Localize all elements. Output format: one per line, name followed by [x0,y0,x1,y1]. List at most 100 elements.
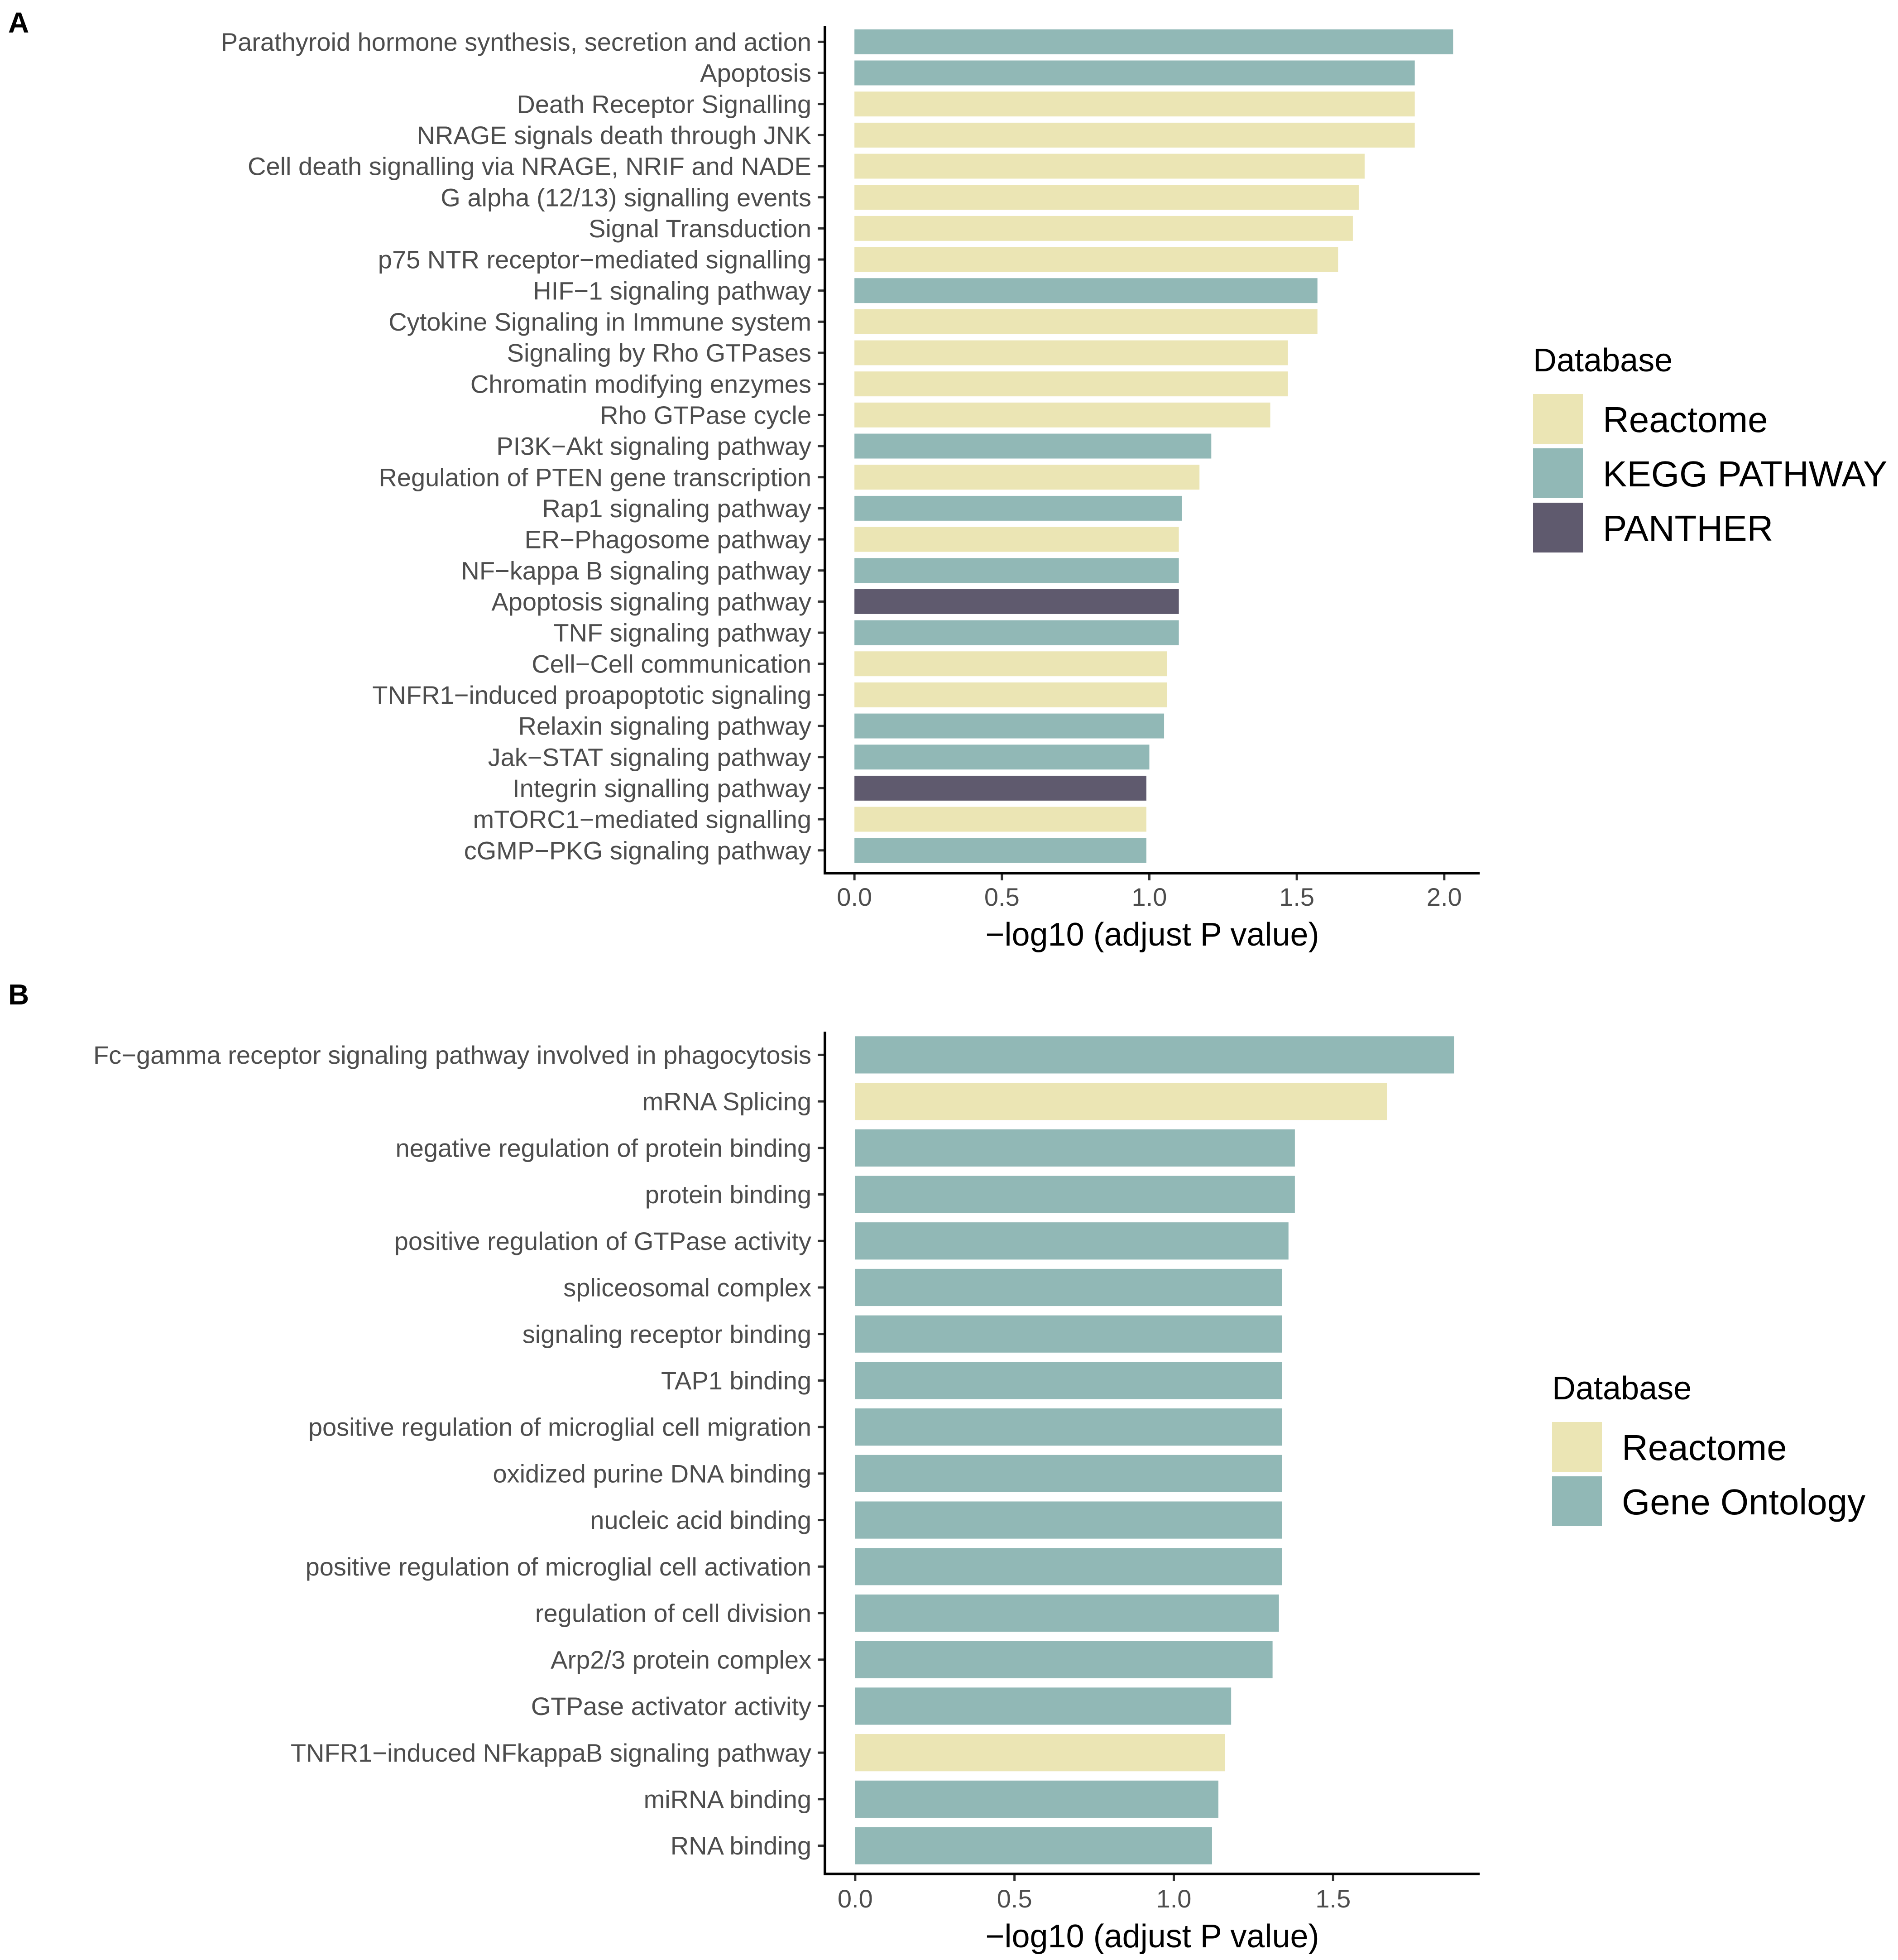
bar-a-17 [854,558,1179,583]
bar-b-1 [855,1082,1387,1120]
category-label-b-14: GTPase activator activity [531,1692,811,1720]
bar-a-2 [854,91,1415,117]
category-label-a-23: Jak−STAT signaling pathway [488,743,811,771]
category-label-b-6: signaling receptor binding [522,1320,811,1348]
x-tick-label-a-0: 0.0 [837,883,872,911]
category-label-a-19: TNF signaling pathway [553,619,811,647]
bar-a-26 [854,838,1146,863]
category-label-a-15: Rap1 signaling pathway [542,494,811,523]
bar-b-3 [855,1176,1295,1213]
bar-b-8 [855,1408,1282,1446]
bar-b-9 [855,1455,1282,1492]
legend-swatch-a-1 [1533,448,1583,498]
bar-b-10 [855,1501,1282,1539]
category-label-a-3: NRAGE signals death through JNK [417,121,811,149]
category-label-a-14: Regulation of PTEN gene transcription [379,463,811,491]
category-label-b-0: Fc−gamma receptor signaling pathway invo… [93,1041,811,1069]
panel-b-category-labels: Fc−gamma receptor signaling pathway invo… [93,1041,811,1860]
category-label-b-15: TNFR1−induced NFkappaB signaling pathway [291,1739,811,1767]
category-label-b-7: TAP1 binding [661,1366,811,1395]
category-label-a-7: p75 NTR receptor−mediated signalling [378,245,811,274]
legend-label-b-0: Reactome [1622,1427,1787,1468]
category-label-a-10: Signaling by Rho GTPases [507,339,811,367]
x-tick-label-b-0: 0.0 [838,1884,873,1913]
bar-b-14 [855,1687,1232,1725]
bar-a-22 [854,713,1165,739]
panel-b-bars [855,1036,1454,1864]
category-label-b-5: spliceosomal complex [563,1273,811,1302]
category-label-b-8: positive regulation of microglial cell m… [308,1413,811,1441]
panel-b-x-ticks: 0.0 0.5 1.0 1.5 [838,1874,1351,1913]
legend-swatch-a-2 [1533,503,1583,552]
x-tick-label-a-3: 1.5 [1279,883,1314,911]
legend-label-a-2: PANTHER [1603,508,1773,548]
category-label-a-22: Relaxin signaling pathway [518,712,812,740]
x-tick-label-b-3: 1.5 [1315,1884,1351,1913]
bar-a-4 [854,154,1365,179]
category-label-a-24: Integrin signalling pathway [513,774,811,802]
category-label-a-17: NF−kappa B signaling pathway [461,556,811,585]
category-label-a-13: PI3K−Akt signaling pathway [496,432,811,461]
bar-a-18 [854,589,1179,614]
x-tick-label-b-1: 0.5 [997,1884,1032,1913]
panel-a-legend: Database Reactome KEGG PATHWAY PANTHER [1533,342,1887,552]
category-label-b-3: protein binding [645,1180,811,1209]
legend-swatch-a-0 [1533,394,1583,444]
bar-a-5 [854,185,1359,210]
legend-swatch-b-1 [1552,1476,1602,1526]
legend-label-a-1: KEGG PATHWAY [1603,454,1887,494]
category-label-a-0: Parathyroid hormone synthesis, secretion… [221,28,811,56]
panel-b-label: B [8,978,29,1011]
panel-b-legend-title: Database [1552,1370,1692,1407]
category-label-b-10: nucleic acid binding [590,1506,811,1534]
legend-swatch-b-0 [1552,1422,1602,1472]
category-label-a-4: Cell death signalling via NRAGE, NRIF an… [248,152,811,181]
bar-b-13 [855,1641,1273,1678]
category-label-a-6: Signal Transduction [589,214,811,243]
bar-b-2 [855,1129,1295,1167]
panel-a: A Parathyroid hormone synthesis, secreti… [8,6,1887,953]
category-label-b-17: RNA binding [671,1831,811,1860]
bar-a-25 [854,807,1146,832]
bar-a-1 [854,60,1415,86]
bar-a-23 [854,745,1150,770]
panel-a-x-ticks: 0.0 0.5 1.0 1.5 2.0 [837,873,1462,911]
category-label-b-4: positive regulation of GTPase activity [394,1227,811,1255]
bar-a-12 [854,402,1270,428]
panel-b-x-axis-title: −log10 (adjust P value) [985,1918,1319,1955]
bar-a-19 [854,620,1179,645]
legend-label-b-1: Gene Ontology [1622,1482,1865,1522]
category-label-b-16: miRNA binding [644,1785,811,1813]
bar-b-4 [855,1222,1289,1260]
x-tick-label-a-4: 2.0 [1427,883,1462,911]
panel-b: B Fc−gamma receptor signaling pathway in… [8,978,1865,1955]
legend-label-a-0: Reactome [1603,399,1768,440]
bar-a-21 [854,682,1167,707]
category-label-b-1: mRNA Splicing [642,1087,811,1116]
bar-b-0 [855,1036,1454,1074]
bar-b-6 [855,1315,1282,1353]
bar-a-6 [854,216,1353,241]
category-label-b-9: oxidized purine DNA binding [493,1459,811,1488]
bar-a-16 [854,527,1179,552]
bar-a-11 [854,371,1288,397]
bar-a-14 [854,465,1200,490]
bar-b-12 [855,1594,1279,1632]
bar-a-20 [854,651,1167,677]
category-label-a-25: mTORC1−mediated signalling [473,805,811,834]
category-label-a-1: Apoptosis [700,59,811,87]
panel-a-x-axis-title: −log10 (adjust P value) [985,917,1319,953]
bar-a-10 [854,340,1288,365]
category-label-a-9: Cytokine Signaling in Immune system [388,307,811,336]
panel-b-legend: Database Reactome Gene Ontology [1552,1370,1865,1526]
category-label-a-16: ER−Phagosome pathway [525,525,812,554]
x-tick-label-b-2: 1.0 [1156,1884,1192,1913]
category-label-a-5: G alpha (12/13) signalling events [441,183,811,211]
category-label-a-8: HIF−1 signaling pathway [533,276,811,305]
bar-a-8 [854,278,1318,303]
bar-b-15 [855,1734,1225,1772]
bar-b-17 [855,1827,1212,1864]
category-label-a-11: Chromatin modifying enzymes [470,370,811,398]
category-label-a-26: cGMP−PKG signaling pathway [464,836,811,865]
